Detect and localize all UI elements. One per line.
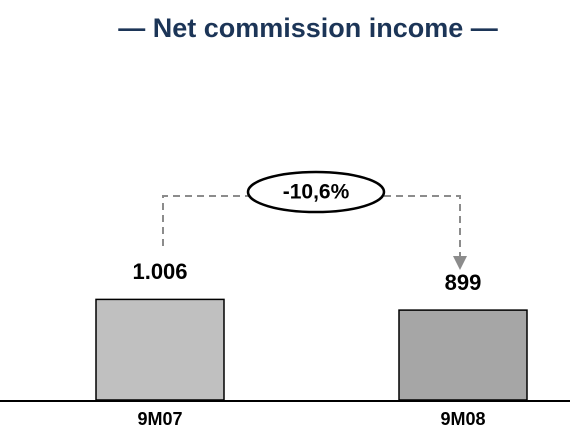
arrow-head <box>453 256 467 270</box>
arrow-left <box>162 195 250 246</box>
annotation-ellipse <box>246 170 386 214</box>
bar <box>95 298 225 401</box>
value-label: 1.006 <box>132 259 187 284</box>
x-tick-label: 9M07 <box>137 409 182 429</box>
x-tick-label: 9M08 <box>440 409 485 429</box>
arrow-right <box>384 195 461 258</box>
change-arrow <box>162 195 461 258</box>
value-label: 899 <box>445 270 482 295</box>
bar <box>398 309 528 401</box>
annotation: -10,6% <box>283 181 350 204</box>
chart-title: — Net commission income — <box>118 13 498 43</box>
